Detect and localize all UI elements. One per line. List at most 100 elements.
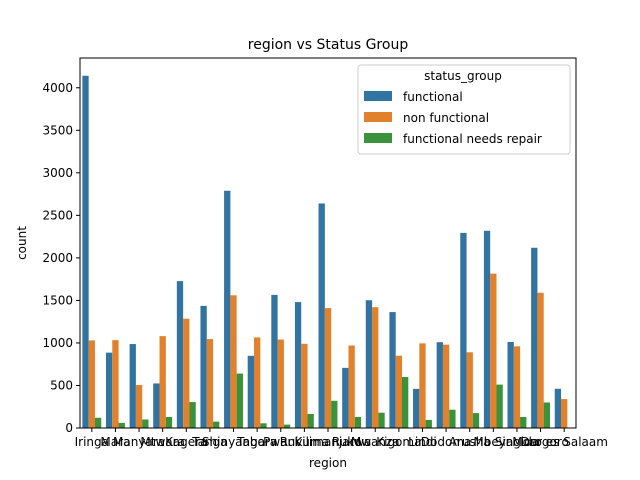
bar	[378, 412, 385, 428]
bar	[324, 308, 332, 428]
bar	[395, 355, 403, 428]
x-tick-label: Dar es Salaam	[520, 435, 608, 449]
chart-title: region vs Status Group	[248, 37, 409, 53]
legend-swatch	[364, 91, 392, 101]
legend-items: functional non functional functional needs…	[364, 90, 542, 146]
bar	[176, 281, 184, 428]
bar	[372, 307, 379, 428]
legend-swatch	[364, 112, 392, 122]
bar	[354, 416, 362, 428]
bar	[496, 384, 503, 428]
bar	[419, 343, 426, 428]
bars	[82, 75, 568, 428]
bar	[449, 409, 456, 428]
y-tick-label: 4000	[42, 81, 73, 95]
legend-label: functional needs repair	[403, 132, 542, 146]
y-axis-label: count	[15, 226, 29, 260]
bar	[247, 355, 254, 428]
bar	[318, 203, 325, 428]
bar	[331, 400, 338, 428]
bar	[230, 295, 237, 428]
x-ticks: IringaMaraManyaraMtwaraKageraTangaShinya…	[75, 428, 608, 449]
x-tick-label: Iringa	[75, 435, 109, 449]
legend-swatch	[364, 133, 392, 143]
bar	[94, 417, 102, 428]
x-tick-label: Pwani	[263, 435, 298, 449]
bar	[142, 419, 149, 428]
bar	[402, 376, 409, 428]
y-tick-label: 1500	[42, 293, 73, 307]
bar	[224, 190, 231, 428]
y-tick-label: 1000	[42, 336, 73, 350]
bar	[436, 342, 443, 428]
bar	[271, 294, 278, 428]
x-tick-label: Kilimanjaro	[294, 435, 361, 449]
legend-label: non functional	[403, 111, 489, 125]
bar	[348, 345, 355, 428]
bar	[442, 344, 450, 428]
bar	[561, 399, 568, 428]
bar	[554, 388, 562, 428]
x-tick-label: Mara	[100, 435, 130, 449]
x-axis-label: region	[309, 456, 347, 470]
bar	[82, 75, 89, 428]
bar	[213, 421, 220, 428]
x-tick-label: Ruvuma	[280, 435, 329, 449]
y-ticks: 0 500 1000 1500 2000 2500 3000 3500 4000	[42, 81, 80, 435]
bar	[283, 424, 291, 428]
bar	[365, 300, 373, 428]
x-tick-label: Mtwara	[140, 435, 185, 449]
bar	[425, 419, 432, 428]
x-tick-label: Arusha	[449, 435, 491, 449]
bar	[460, 232, 467, 428]
bar	[342, 367, 349, 428]
bar	[105, 352, 113, 428]
bar	[200, 305, 207, 428]
bar	[301, 343, 308, 428]
bar	[389, 312, 396, 428]
legend-title: status_group	[424, 69, 502, 83]
bar	[159, 336, 166, 428]
x-tick-label: Tanga	[191, 435, 227, 449]
x-tick-label: Mwanza	[351, 435, 400, 449]
bar	[490, 273, 497, 428]
bar	[543, 402, 551, 428]
bar	[507, 342, 514, 428]
y-tick-label: 3500	[42, 123, 73, 137]
bar	[112, 340, 119, 428]
x-tick-label: Tabora	[236, 435, 277, 449]
bar	[206, 339, 214, 428]
bar	[513, 346, 521, 428]
legend-label: functional	[403, 90, 463, 104]
x-tick-label: Mbeya	[473, 435, 513, 449]
bar	[129, 344, 136, 428]
bar	[88, 340, 95, 428]
y-tick-label: 500	[50, 378, 73, 392]
bar	[236, 373, 243, 428]
bar	[294, 302, 302, 428]
bar	[183, 318, 190, 428]
bar	[253, 337, 261, 428]
x-tick-label: Kagera	[165, 435, 207, 449]
bar	[413, 388, 420, 428]
bar	[260, 423, 267, 428]
x-tick-label: Rukwa	[332, 435, 372, 449]
x-tick-label: Shinyanga	[202, 435, 265, 449]
bar	[135, 385, 143, 428]
bar	[466, 352, 473, 428]
bar	[153, 383, 160, 428]
bar	[537, 292, 544, 428]
legend-frame	[357, 64, 571, 155]
bar	[118, 422, 125, 428]
y-tick-label: 2000	[42, 251, 73, 265]
bar	[277, 339, 284, 428]
x-tick-label: Manyara	[113, 435, 165, 449]
bar	[189, 402, 196, 428]
x-tick-label: Lindi	[408, 435, 437, 449]
bar	[483, 230, 491, 428]
x-tick-label: Kigoma	[376, 435, 421, 449]
bar	[307, 413, 314, 428]
axes-frame	[79, 57, 577, 429]
